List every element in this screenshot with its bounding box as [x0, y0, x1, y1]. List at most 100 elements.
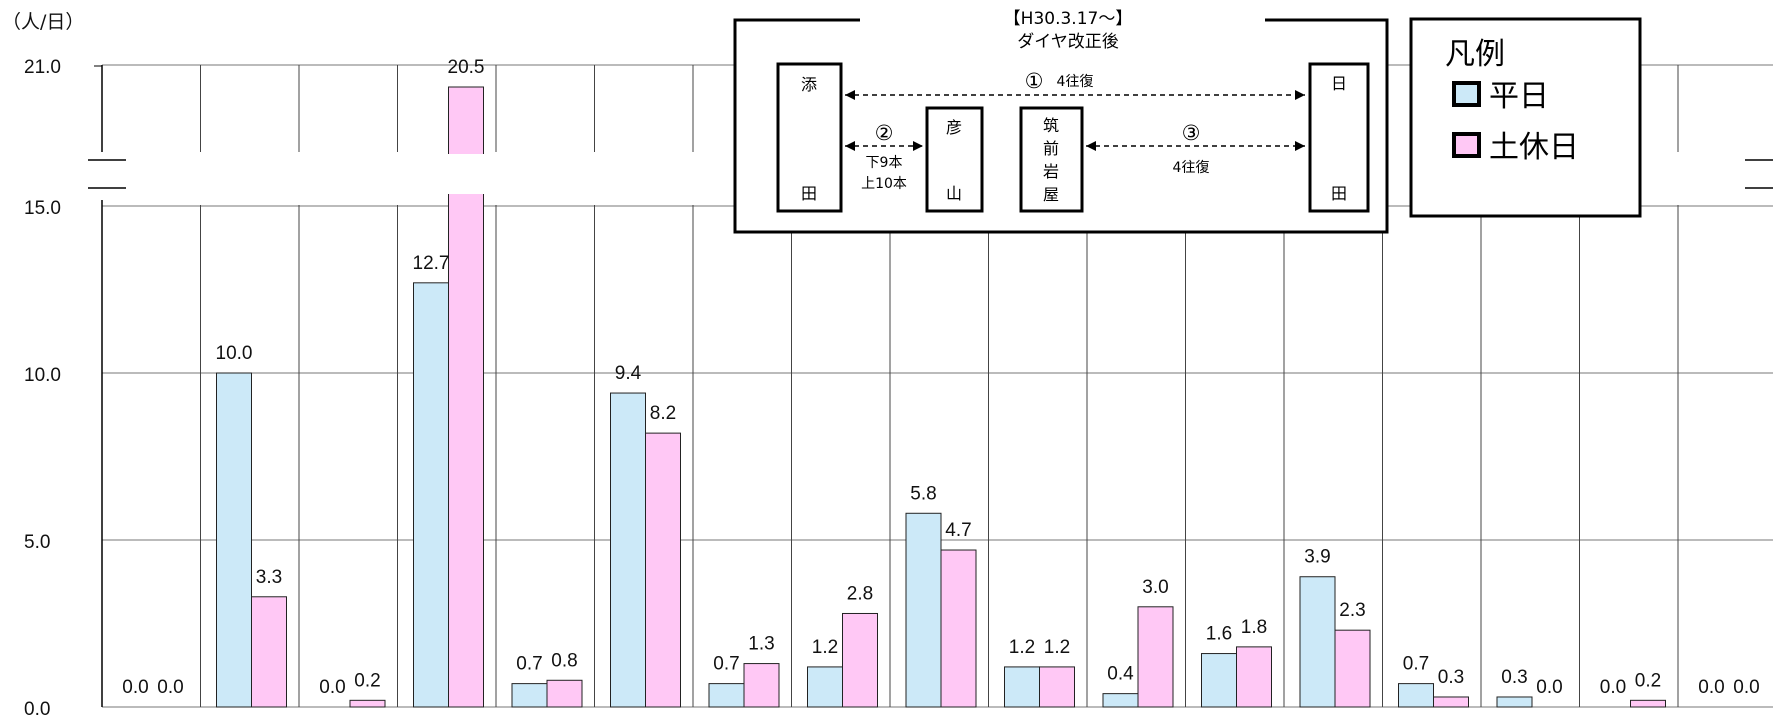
- unit-label: （人/日）: [2, 11, 84, 33]
- bar-holiday-13: [1433, 696, 1469, 708]
- bar-holiday-5: [645, 432, 681, 708]
- route-2-down-frequency: 下9本: [866, 155, 903, 171]
- legend-swatch-weekday: [1452, 81, 1481, 107]
- data-label-holiday-8: 4.7: [945, 520, 971, 541]
- bar-weekday-4: [511, 683, 548, 708]
- data-label-holiday-12: 2.3: [1339, 600, 1365, 621]
- legend: 凡例 平日 土休日: [1409, 17, 1642, 218]
- route-diagram: 【H30.3.17～】 ダイヤ改正後 添 田 彦 山 筑 前 岩 屋 日 田 ①…: [733, 8, 1389, 234]
- bar-weekday-13: [1398, 683, 1434, 708]
- bar-holiday-15: [1630, 699, 1666, 708]
- data-label-holiday-3: 20.5: [448, 57, 485, 78]
- station-soeda: [776, 62, 843, 213]
- bar-holiday-6: [743, 663, 780, 708]
- route-1-label-backing: [1010, 70, 1120, 92]
- station-chikuzen-iwaya-char-3: 岩: [1043, 162, 1059, 181]
- route-1-number: ①: [1025, 69, 1044, 93]
- bar-holiday-8: [940, 549, 977, 708]
- data-label-holiday-1: 3.3: [256, 567, 282, 588]
- legend-label-weekday: 平日: [1489, 79, 1549, 114]
- station-chikuzen-iwaya-char-1: 筑: [1043, 116, 1059, 135]
- bar-weekday-8: [905, 512, 942, 708]
- route-3-arrow-right: [1295, 141, 1305, 151]
- data-label-holiday-6: 1.3: [748, 634, 774, 655]
- y-tick-label-1: 5.0: [24, 532, 50, 553]
- data-label-weekday-16: 0.0: [1698, 677, 1724, 698]
- bar-holiday-11: [1236, 646, 1272, 708]
- station-hikosan-char-1: 彦: [946, 118, 962, 137]
- data-label-holiday-0: 0.0: [157, 677, 183, 698]
- data-label-holiday-4: 0.8: [551, 650, 577, 671]
- bar-weekday-11: [1201, 653, 1237, 708]
- bar-weekday-1: [216, 372, 252, 708]
- bar-holiday-2: [349, 699, 386, 708]
- data-label-weekday-15: 0.0: [1600, 677, 1626, 698]
- data-label-weekday-9: 1.2: [1009, 637, 1035, 658]
- data-label-holiday-15: 0.2: [1635, 670, 1661, 691]
- bars: [216, 86, 1666, 708]
- bar-holiday-9: [1039, 666, 1075, 708]
- data-label-weekday-3: 12.7: [413, 253, 450, 274]
- route-1-arrow-right: [1295, 90, 1305, 100]
- station-chikuzen-iwaya-char-4: 屋: [1043, 185, 1059, 204]
- data-label-weekday-10: 0.4: [1107, 664, 1134, 685]
- station-chikuzen-iwaya-char-2: 前: [1043, 139, 1059, 158]
- data-label-weekday-13: 0.7: [1403, 654, 1429, 675]
- data-label-holiday-5: 8.2: [650, 403, 676, 424]
- route-diagram-subtitle: ダイヤ改正後: [1017, 32, 1119, 52]
- bar-weekday-9: [1004, 666, 1040, 708]
- route-1-frequency: 4往復: [1057, 73, 1094, 90]
- data-label-weekday-11: 1.6: [1206, 624, 1232, 645]
- data-label-holiday-16: 0.0: [1733, 677, 1759, 698]
- data-label-weekday-4: 0.7: [516, 654, 542, 675]
- axis-break-gap-left: [86, 162, 128, 186]
- data-label-holiday-11: 1.8: [1241, 617, 1267, 638]
- route-3-arrow-left: [1086, 141, 1096, 151]
- legend-title: 凡例: [1445, 37, 1505, 72]
- station-hikosan: [925, 106, 984, 213]
- y-tick-label-3: 15.0: [24, 198, 61, 219]
- station-chikuzen-iwaya: [1019, 106, 1084, 213]
- route-1-arrow-left: [845, 90, 855, 100]
- route-2-up-frequency: 上10本: [861, 176, 907, 192]
- bar-holiday-12: [1334, 629, 1371, 708]
- bar-weekday-10: [1102, 693, 1139, 708]
- station-hita: [1308, 62, 1370, 213]
- y-tick-label-0: 0.0: [24, 699, 50, 720]
- route-2-arrow-right: [913, 141, 923, 151]
- bar-weekday-12: [1299, 576, 1336, 708]
- station-hikosan-char-2: 山: [946, 184, 962, 203]
- station-hita-char-2: 田: [1331, 184, 1347, 203]
- route-3-label-backing: [1168, 124, 1214, 144]
- bar-holiday-1: [251, 596, 287, 708]
- legend-swatch-holiday: [1452, 132, 1481, 158]
- y-axis: 0.0 5.0 10.0 15.0 21.0: [24, 57, 103, 720]
- data-label-weekday-0: 0.0: [122, 677, 148, 698]
- data-label-holiday-2: 0.2: [354, 670, 380, 691]
- route-diagram-title-backing: [860, 8, 1265, 48]
- data-label-weekday-1: 10.0: [216, 343, 253, 364]
- data-label-weekday-7: 1.2: [812, 637, 838, 658]
- bar-weekday-7: [807, 666, 843, 708]
- bar-holiday-10: [1137, 606, 1174, 708]
- data-label-weekday-12: 3.9: [1304, 547, 1330, 568]
- axis-break-marks: [86, 159, 1773, 189]
- y-tick-label-2: 10.0: [24, 365, 61, 386]
- data-labels: 0.0 10.0 0.0 12.7 0.7 9.4 0.7 1.2 5.8 1.2 0.4 1.6 3.…: [122, 57, 1759, 698]
- data-label-weekday-5: 9.4: [615, 363, 642, 384]
- data-label-weekday-14: 0.3: [1501, 667, 1527, 688]
- data-label-holiday-14: 0.0: [1536, 677, 1562, 698]
- route-2-number: ②: [875, 121, 894, 145]
- bar-weekday-5: [610, 392, 646, 708]
- bar-break-gap-3: [446, 154, 486, 194]
- station-soeda-char-1: 添: [801, 75, 817, 94]
- data-label-holiday-13: 0.3: [1438, 667, 1464, 688]
- data-label-holiday-9: 1.2: [1044, 637, 1070, 658]
- bar-weekday-14: [1496, 696, 1533, 708]
- data-label-holiday-10: 3.0: [1142, 577, 1168, 598]
- y-tick-label-4: 21.0: [24, 57, 61, 78]
- bar-holiday-4: [546, 679, 583, 708]
- route-diagram-title: 【H30.3.17～】: [1004, 9, 1133, 29]
- station-soeda-char-2: 田: [801, 184, 817, 203]
- data-label-weekday-6: 0.7: [713, 654, 739, 675]
